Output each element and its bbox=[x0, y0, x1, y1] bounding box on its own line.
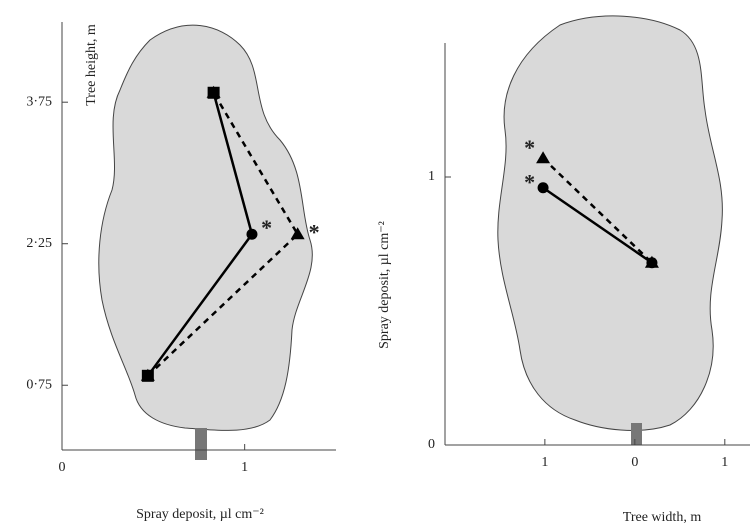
marker bbox=[246, 229, 257, 240]
tree-trunk bbox=[631, 423, 642, 445]
annotation: * bbox=[524, 170, 535, 195]
y-tick-label: 1 bbox=[428, 169, 435, 184]
annotation: * bbox=[309, 220, 320, 245]
x-tick-label: 0 bbox=[59, 460, 66, 475]
x-axis-label: Spray deposit, µl cm⁻² bbox=[136, 507, 264, 522]
marker bbox=[538, 182, 549, 193]
annotation: * bbox=[524, 135, 535, 160]
tree-trunk bbox=[195, 428, 207, 460]
x-tick-label: 0 bbox=[631, 455, 638, 470]
x-tick-label: 1 bbox=[541, 455, 548, 470]
annotation: * bbox=[261, 215, 272, 240]
x-tick-label: 1 bbox=[721, 455, 728, 470]
x-axis-label: Tree width, m bbox=[623, 510, 702, 525]
tree-crown bbox=[99, 25, 313, 430]
x-tick-label: 1 bbox=[241, 460, 248, 475]
y-axis-label: Spray deposit, µl cm⁻² bbox=[377, 221, 392, 349]
y-tick-label: 3·75 bbox=[26, 94, 52, 109]
y-tick-label: 0 bbox=[428, 437, 435, 452]
y-axis-label: Tree height, m bbox=[84, 24, 99, 106]
y-tick-label: 0·75 bbox=[26, 377, 52, 392]
y-tick-label: 2·25 bbox=[26, 236, 52, 251]
figure: 0 1 0·75 2·25 3·75 Spray deposit, µl cm⁻² Tree… bbox=[0, 0, 750, 526]
